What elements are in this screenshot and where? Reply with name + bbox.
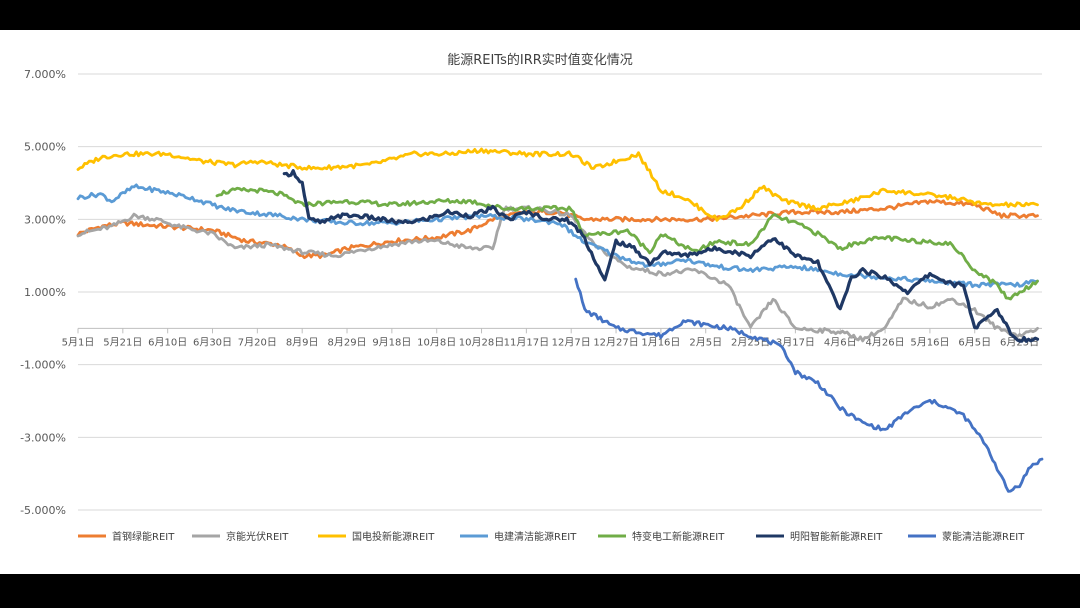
x-tick-label: 6月10日 [148, 336, 187, 348]
legend-label: 国电投新能源REIT [352, 530, 435, 543]
legend-label: 京能光伏REIT [226, 530, 289, 543]
legend: 首钢绿能REIT 京能光伏REIT 国电投新能源REIT 电建清洁能源REIT 特变电工… [78, 530, 1025, 543]
y-tick-label: 5.000% [24, 141, 66, 154]
series-line [282, 169, 1040, 343]
x-tick-label: 4月6日 [824, 336, 857, 348]
y-tick-label: 7.000% [24, 68, 66, 81]
series-line [76, 183, 1039, 289]
x-tick-label: 10月28日 [459, 336, 504, 348]
x-tick-label: 10月8日 [417, 336, 456, 348]
x-axis: 5月1日 5月21日 6月10日 6月30日 7月20日 8月9日 8月29日 9月18日 10… [62, 327, 1042, 348]
y-tick-label: -5.000% [20, 504, 66, 517]
series-line [76, 147, 1039, 222]
x-tick-label: 5月16日 [910, 336, 949, 348]
x-tick-label: 6月30日 [193, 336, 232, 348]
x-tick-label: 1月16日 [641, 336, 680, 348]
legend-label: 明阳智能新能源REIT [790, 530, 883, 543]
y-tick-label: -3.000% [20, 431, 66, 444]
x-tick-label: 3月17日 [776, 336, 815, 348]
x-tick-label: 7月20日 [238, 336, 277, 348]
x-tick-label: 11月17日 [504, 336, 549, 348]
y-tick-label: 1.000% [24, 286, 66, 299]
chart-title: 能源REITs的IRR实时值变化情况 [447, 52, 633, 68]
legend-label: 首钢绿能REIT [112, 530, 175, 543]
series-line [215, 186, 1039, 301]
legend-label: 特变电工新能源REIT [632, 530, 725, 543]
legend-label: 电建清洁能源REIT [494, 530, 577, 543]
y-tick-label: 3.000% [24, 213, 66, 226]
series-line [574, 277, 1044, 493]
x-tick-label: 4月26日 [866, 336, 905, 348]
x-tick-label: 5月21日 [103, 336, 142, 348]
x-tick-label: 6月5日 [958, 336, 991, 348]
x-tick-label: 8月9日 [286, 336, 319, 348]
x-tick-label: 2月5日 [689, 336, 722, 348]
series-lines [76, 147, 1044, 493]
legend-label: 蒙能清洁能源REIT [942, 530, 1025, 543]
y-tick-label: -1.000% [20, 359, 66, 372]
x-tick-label: 8月29日 [327, 336, 366, 348]
chart-frame: 能源REITs的IRR实时值变化情况 7.000% 5.000% 3.000% 1.0… [0, 30, 1080, 574]
y-axis-ticks: 7.000% 5.000% 3.000% 1.000% -1.000% -3.000% -5… [20, 68, 66, 517]
x-tick-label: 5月1日 [62, 336, 95, 348]
x-tick-label: 12月27日 [593, 336, 638, 348]
gridlines [78, 73, 1042, 511]
line-chart: 能源REITs的IRR实时值变化情况 7.000% 5.000% 3.000% 1.0… [20, 52, 1044, 543]
series-line [76, 204, 1039, 343]
x-tick-label: 12月7日 [552, 336, 591, 348]
x-tick-label: 9月18日 [372, 336, 411, 348]
